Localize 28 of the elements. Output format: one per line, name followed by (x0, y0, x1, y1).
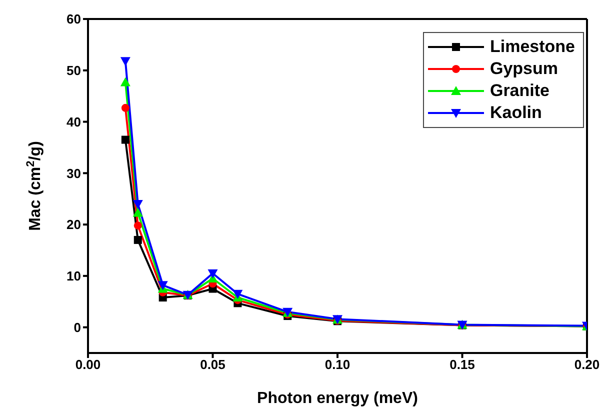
point (134, 222, 142, 230)
x-tick-label: 0.05 (200, 357, 226, 372)
point (134, 236, 142, 244)
y-tick-label: 50 (66, 63, 81, 78)
x-axis-title: Photon energy (meV) (257, 390, 418, 407)
point (120, 57, 130, 66)
x-tick-label: 0.00 (75, 357, 101, 372)
legend-label: Gypsum (490, 59, 558, 79)
point (121, 136, 130, 144)
point (158, 281, 168, 290)
x-tick-label: 0.10 (324, 357, 350, 372)
legend-label: Limestone (490, 37, 575, 57)
point (208, 269, 218, 278)
x-tick-label: 0.20 (574, 357, 600, 372)
y-tick-label: 40 (66, 114, 81, 130)
y-tick-label: 0 (74, 320, 81, 335)
y-tick-label: 20 (66, 217, 81, 232)
x-tick-label: 0.15 (450, 357, 475, 372)
point (121, 104, 130, 112)
point (132, 208, 143, 217)
legend-label: Kaolin (490, 103, 542, 123)
legend-label: Granite (490, 81, 550, 101)
y-tick-label: 30 (66, 166, 81, 181)
point (132, 200, 143, 209)
y-tick-label: 60 (66, 12, 81, 27)
y-tick-label: 10 (66, 268, 81, 284)
point (232, 290, 243, 299)
point (120, 77, 130, 86)
